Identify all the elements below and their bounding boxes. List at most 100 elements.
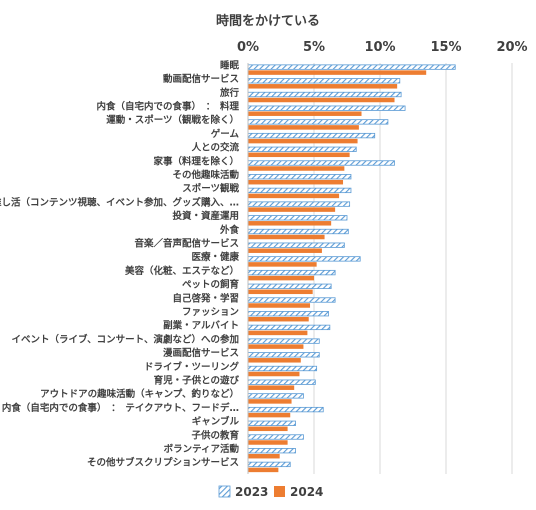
- bar-2023: [247, 420, 296, 426]
- category-label: その他趣味活動: [172, 169, 239, 181]
- bar-2024: [248, 358, 301, 363]
- bar-2023: [247, 269, 336, 276]
- category-label: 内食（自宅内での食事） ： 料理: [96, 100, 239, 112]
- category-label: 投資・資産運用: [172, 210, 239, 222]
- bar-2023: [247, 256, 361, 262]
- category-label: 動画配信サービス: [163, 73, 239, 85]
- bar-2023: [247, 393, 304, 399]
- legend-label-2023: 2023: [235, 485, 268, 499]
- x-tick-label: 0%: [237, 40, 259, 55]
- bar-2024: [248, 399, 292, 404]
- bar-2023: [247, 338, 320, 344]
- bar-2023: [247, 406, 324, 413]
- x-tick-label: 15%: [430, 40, 461, 55]
- legend-swatch-2024: [274, 486, 285, 497]
- category-label: ペットの飼育: [182, 279, 240, 291]
- category-label: 漫画配信サービス: [163, 347, 239, 359]
- category-label: ドライブ・ツーリング: [144, 361, 240, 373]
- category-label: その他サブスクリプションサービス: [87, 457, 239, 469]
- category-label: 運動・スポーツ（観戦を除く）: [106, 114, 239, 126]
- bar-2023: [247, 187, 352, 194]
- bars: [247, 64, 456, 473]
- category-label: 医療・健康: [191, 251, 239, 263]
- x-tick-label: 5%: [303, 40, 325, 55]
- bar-2024: [248, 440, 288, 445]
- bar-2023: [247, 132, 376, 139]
- bar-2023: [247, 215, 348, 221]
- bar-2024: [248, 467, 279, 473]
- bar-2024: [248, 84, 398, 89]
- gridlines: [313, 63, 513, 474]
- category-label: 育児・子供との遊び: [154, 374, 240, 386]
- category-label: 子供の教育: [191, 429, 239, 441]
- bar-2023: [247, 242, 345, 248]
- bar-2024: [248, 289, 313, 295]
- category-label: 睡眠: [220, 59, 240, 71]
- bar-2024: [248, 371, 300, 377]
- bar-2023: [247, 78, 401, 84]
- bar-2023: [247, 311, 329, 317]
- bar-2023: [247, 64, 456, 70]
- bar-2023: [247, 352, 320, 358]
- bar-2023: [247, 283, 332, 289]
- bar-2023: [247, 146, 357, 152]
- x-tick-label: 20%: [496, 40, 527, 55]
- bar-2023: [247, 228, 349, 235]
- legend: 2023 2024: [218, 485, 323, 499]
- bar-2024: [248, 97, 395, 103]
- bar-2024: [248, 179, 344, 185]
- bar-2023: [247, 434, 304, 440]
- x-axis-ticks: 0% 5% 10% 15% 20%: [237, 40, 528, 55]
- bar-2024: [248, 125, 359, 130]
- category-label: 旅行: [220, 87, 240, 99]
- bar-2023: [247, 160, 395, 166]
- category-label: 内食（自宅内での食事） ： テイクアウト、フードデ…: [2, 402, 239, 414]
- bar-2024: [248, 207, 336, 212]
- bar-2024: [248, 193, 340, 199]
- category-label: スポーツ観戦: [182, 183, 239, 195]
- chart-title: 時間をかけている: [216, 13, 320, 29]
- bar-2023: [247, 448, 296, 454]
- bar-2023: [247, 174, 352, 180]
- category-label: 音楽／音声配信サービス: [134, 237, 239, 249]
- category-label: 家事（料理を除く）: [153, 155, 239, 167]
- category-label: 推し活（コンテンツ視聴、イベント参加、グッズ購入、…: [0, 196, 239, 208]
- x-tick-label: 10%: [364, 40, 395, 55]
- bar-2024: [248, 385, 295, 390]
- bar-2024: [248, 344, 304, 349]
- bar-2023: [247, 461, 291, 468]
- bar-2024: [248, 111, 362, 116]
- bar-2023: [247, 119, 389, 125]
- bar-2023: [247, 324, 331, 331]
- category-label: ゲーム: [211, 128, 240, 140]
- bar-2024: [248, 166, 345, 171]
- category-label: 美容（化粧、エステなど）: [124, 265, 239, 277]
- bar-2023: [247, 365, 318, 372]
- category-label: ギャンブル: [192, 416, 240, 428]
- bar-2023: [247, 91, 402, 98]
- category-label: 自己啓発・学習: [172, 292, 239, 304]
- bar-2024: [248, 152, 350, 158]
- bar-2024: [248, 426, 288, 432]
- bar-2024: [248, 221, 332, 226]
- bar-2024: [248, 412, 291, 418]
- bar-2024: [248, 70, 427, 75]
- bar-2024: [248, 453, 280, 459]
- category-label: ファッション: [182, 307, 239, 318]
- category-label: 外食: [219, 224, 240, 236]
- bar-2024: [248, 248, 322, 253]
- bar-2024: [248, 262, 317, 267]
- category-label: 人との交流: [192, 142, 240, 154]
- bar-2024: [248, 316, 309, 322]
- bar-2023: [247, 379, 316, 385]
- category-label: イベント（ライブ、コンサート、演劇など）への参加: [11, 333, 239, 345]
- category-label: ボランティア活動: [164, 443, 240, 455]
- bar-2024: [248, 275, 314, 281]
- bar-2023: [247, 201, 351, 207]
- bar-2024: [248, 234, 325, 240]
- bar-2023: [247, 297, 336, 303]
- bar-2024: [248, 303, 311, 308]
